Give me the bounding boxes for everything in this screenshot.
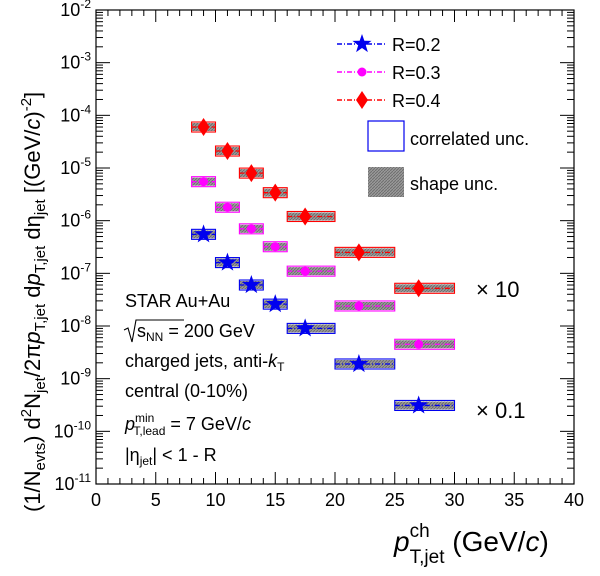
x-tick-label: 35 bbox=[504, 490, 524, 510]
data-point-diamond bbox=[221, 142, 234, 161]
x-tick-label: 10 bbox=[205, 490, 225, 510]
info-central: central (0-10%) bbox=[125, 381, 248, 401]
y-tick-label: 10-8 bbox=[60, 313, 91, 336]
info-eta: |ηjet| < 1 - R bbox=[125, 445, 217, 468]
y-tick-label: 10-11 bbox=[55, 471, 92, 494]
legend-label-r04: R=0.4 bbox=[392, 91, 441, 111]
x-tick-label: 15 bbox=[265, 490, 285, 510]
x-tick-label: 0 bbox=[91, 490, 101, 510]
data-point-star bbox=[194, 224, 214, 243]
data-point-star bbox=[241, 275, 261, 294]
data-point-diamond bbox=[352, 243, 365, 262]
legend-circle-icon bbox=[357, 67, 367, 77]
legend-star-icon bbox=[352, 34, 372, 53]
info-star: STAR Au+Au bbox=[125, 291, 230, 311]
y-tick-label: 10-7 bbox=[60, 260, 91, 283]
shape-unc-box bbox=[394, 401, 455, 410]
shape-unc-box bbox=[335, 301, 395, 310]
series-r03 bbox=[191, 176, 456, 350]
info-charged-jets: charged jets, anti-kT bbox=[125, 351, 285, 374]
legend-label-correlated: correlated unc. bbox=[410, 129, 529, 149]
info-plead: pmin T,lead = 7 GeV/c bbox=[124, 411, 251, 438]
axes: 0 5 10 15 20 25 30 35 40 10-11 10-10 10-9 10-8 10-7 10… bbox=[54, 0, 584, 510]
scale-label-x01: × 0.1 bbox=[476, 398, 526, 423]
legend-diamond-icon bbox=[356, 91, 368, 109]
x-tick-label: 30 bbox=[444, 490, 464, 510]
y-tick-label: 10-6 bbox=[60, 208, 91, 231]
data-point-diamond bbox=[269, 183, 282, 202]
y-tick-label: 10-2 bbox=[60, 0, 91, 20]
data-point-diamond bbox=[299, 207, 312, 226]
data-point-star bbox=[217, 252, 237, 271]
data-point-diamond bbox=[245, 164, 258, 183]
info-text: STAR Au+Au sNN = 200 GeV charged jets, a… bbox=[123, 291, 285, 468]
legend-label-r03: R=0.3 bbox=[392, 63, 441, 83]
shape-unc-box bbox=[335, 359, 395, 368]
y-tick-label: 10-3 bbox=[60, 50, 91, 73]
x-tick-label: 20 bbox=[325, 490, 345, 510]
y-tick-label: 10-10 bbox=[54, 418, 92, 441]
legend-shape-box bbox=[368, 167, 404, 197]
data-point-circle bbox=[414, 339, 424, 349]
y-tick-label: 10-4 bbox=[60, 102, 91, 125]
series-r04 bbox=[191, 118, 456, 298]
y-tick-label: 10-5 bbox=[60, 155, 91, 178]
x-tick-label: 40 bbox=[564, 490, 584, 510]
data-point-diamond bbox=[412, 279, 425, 298]
shape-unc-box bbox=[394, 340, 455, 349]
data-point-circle bbox=[199, 177, 209, 187]
y-tick-label: 10-9 bbox=[60, 366, 91, 389]
x-tick-label: 5 bbox=[151, 490, 161, 510]
y-axis-title: (1/Nevts) d2Njet/2πpT,jet dpT,jet dηjet … bbox=[18, 92, 49, 512]
data-point-star bbox=[349, 353, 369, 373]
data-point-circle bbox=[354, 301, 364, 311]
data-point-star bbox=[409, 395, 429, 414]
legend: R=0.2 R=0.3 R=0.4 correlated unc. shape … bbox=[337, 34, 529, 197]
data-point-circle bbox=[270, 242, 280, 252]
data-point-circle bbox=[300, 266, 310, 276]
data-layer bbox=[191, 118, 456, 414]
info-sqrt-s: sNN = 200 GeV bbox=[123, 319, 255, 344]
sqrt-icon bbox=[123, 319, 184, 343]
x-tick-label: 25 bbox=[385, 490, 405, 510]
series-r02 bbox=[191, 224, 456, 414]
scale-label-x10: × 10 bbox=[476, 277, 519, 302]
data-point-circle bbox=[222, 202, 232, 212]
data-point-diamond bbox=[197, 118, 210, 137]
legend-correlated-box bbox=[367, 120, 405, 152]
svg-text:sNN = 200 GeV: sNN = 200 GeV bbox=[137, 321, 255, 344]
data-point-circle bbox=[246, 224, 256, 234]
data-point-star bbox=[295, 318, 315, 337]
legend-label-r02: R=0.2 bbox=[392, 35, 441, 55]
legend-label-shape: shape unc. bbox=[410, 174, 498, 194]
x-axis-title: pch T,jet (GeV/c) bbox=[393, 521, 549, 568]
data-point-star bbox=[265, 294, 285, 313]
